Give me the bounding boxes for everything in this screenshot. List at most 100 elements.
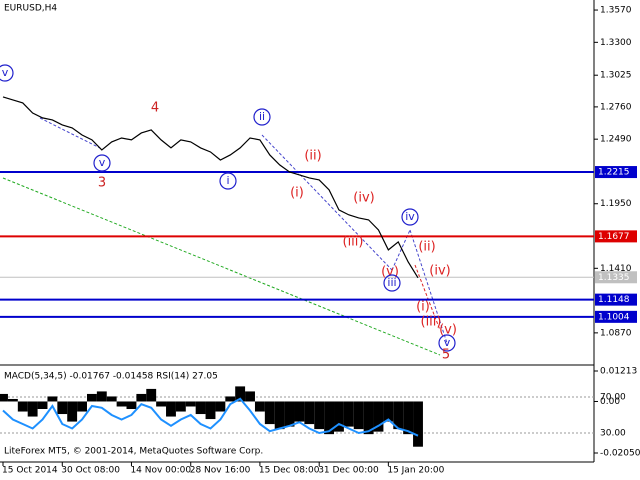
x-tick-label: 15 Dec 08:00 bbox=[259, 466, 320, 476]
wave-label: 4 bbox=[151, 101, 159, 116]
y-tick-label: 1.3300 bbox=[600, 38, 632, 48]
y-tick-label: 1.2760 bbox=[600, 102, 632, 112]
macd-bar bbox=[205, 401, 216, 420]
y-tick-label: -0.02050 bbox=[600, 448, 640, 458]
macd-bar bbox=[77, 401, 87, 412]
macd-bar bbox=[304, 401, 315, 425]
x-tick-label: 15 Oct 2014 bbox=[2, 466, 58, 476]
wave-label: iii bbox=[387, 276, 396, 289]
wave-label: (i) bbox=[290, 186, 304, 201]
y2-tick-label: 30.00 bbox=[600, 428, 626, 438]
macd-bar bbox=[86, 393, 97, 402]
y-tick-label: 1.2490 bbox=[600, 135, 632, 145]
rsi-line bbox=[2, 397, 419, 437]
level-label-box bbox=[595, 230, 637, 243]
wave-label: v bbox=[444, 336, 451, 349]
y-tick-label: 1.1410 bbox=[600, 264, 632, 274]
wave-circle bbox=[253, 108, 271, 126]
wave-label: v bbox=[99, 156, 106, 169]
macd-bar bbox=[156, 401, 167, 407]
wave-label: v bbox=[2, 66, 9, 79]
y-tick-label: 0.00 bbox=[600, 397, 620, 407]
wave-circle bbox=[438, 334, 456, 352]
footer: LiteForex MT5, © 2001-2014, MetaQuotes S… bbox=[4, 447, 263, 457]
macd-bar bbox=[57, 401, 68, 415]
macd-bar bbox=[314, 401, 325, 430]
price-line bbox=[2, 96, 419, 279]
macd-bar bbox=[47, 396, 58, 402]
level-label-box bbox=[595, 166, 637, 179]
macd-bar bbox=[67, 401, 78, 422]
macd-bar bbox=[343, 401, 354, 427]
macd-bar bbox=[146, 388, 157, 402]
wave-line bbox=[39, 117, 101, 149]
macd-bar bbox=[324, 401, 335, 435]
indicator-title: MACD(5,34,5) -0.01767 -0.01458 RSI(14) 2… bbox=[4, 372, 218, 382]
chart-title: EURUSD,H4 bbox=[4, 4, 57, 14]
macd-bar bbox=[106, 396, 117, 402]
macd-bar bbox=[195, 401, 206, 415]
wave-label: ii bbox=[259, 110, 265, 123]
macd-bar bbox=[274, 401, 285, 430]
macd-bar bbox=[413, 401, 423, 447]
wave-label: 5 bbox=[442, 348, 450, 363]
macd-bar bbox=[225, 396, 236, 402]
wave-label: (i) bbox=[416, 300, 430, 315]
wave-label: iv bbox=[405, 210, 415, 223]
wave-circle bbox=[383, 274, 401, 292]
macd-bar bbox=[245, 391, 255, 402]
macd-bar bbox=[373, 401, 384, 432]
x-tick-label: 14 Nov 00:00 bbox=[130, 466, 191, 476]
wave-label: (iii) bbox=[421, 315, 442, 330]
macd-bar bbox=[334, 401, 344, 432]
level-label: 1.1335 bbox=[598, 273, 630, 283]
y-tick-label: 0.01213 bbox=[600, 366, 637, 376]
level-label: 1.1677 bbox=[598, 232, 630, 242]
y-tick-label: 1.3570 bbox=[600, 6, 632, 16]
macd-bar bbox=[126, 401, 137, 410]
wave-circle bbox=[0, 64, 14, 82]
macd-bar bbox=[264, 401, 275, 425]
macd-bar bbox=[403, 401, 414, 435]
macd-bar bbox=[294, 401, 305, 422]
macd-bar bbox=[166, 401, 176, 417]
trend-line bbox=[2, 177, 441, 356]
wave-label: (iii) bbox=[343, 235, 364, 250]
wave-circle bbox=[401, 208, 419, 226]
x-tick-label: 30 Oct 08:00 bbox=[61, 466, 120, 476]
level-label: 1.1004 bbox=[598, 312, 630, 322]
macd-bar bbox=[27, 401, 38, 417]
macd-bar bbox=[393, 401, 404, 430]
macd-bar bbox=[284, 401, 295, 427]
macd-bar bbox=[7, 398, 18, 402]
wave-label: (ii) bbox=[418, 240, 435, 255]
macd-bar bbox=[363, 401, 374, 435]
level-label-box bbox=[595, 271, 637, 284]
macd-bar bbox=[96, 391, 107, 402]
wave-label: (iv) bbox=[429, 264, 450, 279]
y-tick-label: 1.0870 bbox=[600, 328, 632, 338]
y-tick-label: 1.1950 bbox=[600, 199, 632, 209]
wave-line bbox=[414, 264, 441, 331]
macd-bar bbox=[235, 386, 246, 402]
macd-bar bbox=[17, 401, 28, 412]
wave-label: (ii) bbox=[304, 149, 321, 164]
wave-label: (v) bbox=[439, 323, 457, 338]
y-tick-label: 1.3025 bbox=[600, 71, 632, 81]
macd-bar bbox=[215, 401, 226, 412]
wave-circle bbox=[93, 154, 111, 172]
x-tick-label: 15 Jan 20:00 bbox=[387, 466, 444, 476]
macd-bar bbox=[175, 401, 186, 412]
macd-bar bbox=[0, 393, 8, 402]
macd-bar bbox=[353, 401, 364, 430]
x-tick-label: 28 Nov 16:00 bbox=[190, 466, 251, 476]
level-label: 1.2215 bbox=[598, 168, 630, 178]
wave-label: i bbox=[226, 174, 229, 187]
level-label-box bbox=[595, 310, 637, 323]
wave-line bbox=[261, 134, 393, 271]
macd-bar bbox=[116, 401, 127, 407]
x-tick-label: 31 Dec 00:00 bbox=[318, 466, 379, 476]
macd-bar bbox=[37, 401, 48, 410]
